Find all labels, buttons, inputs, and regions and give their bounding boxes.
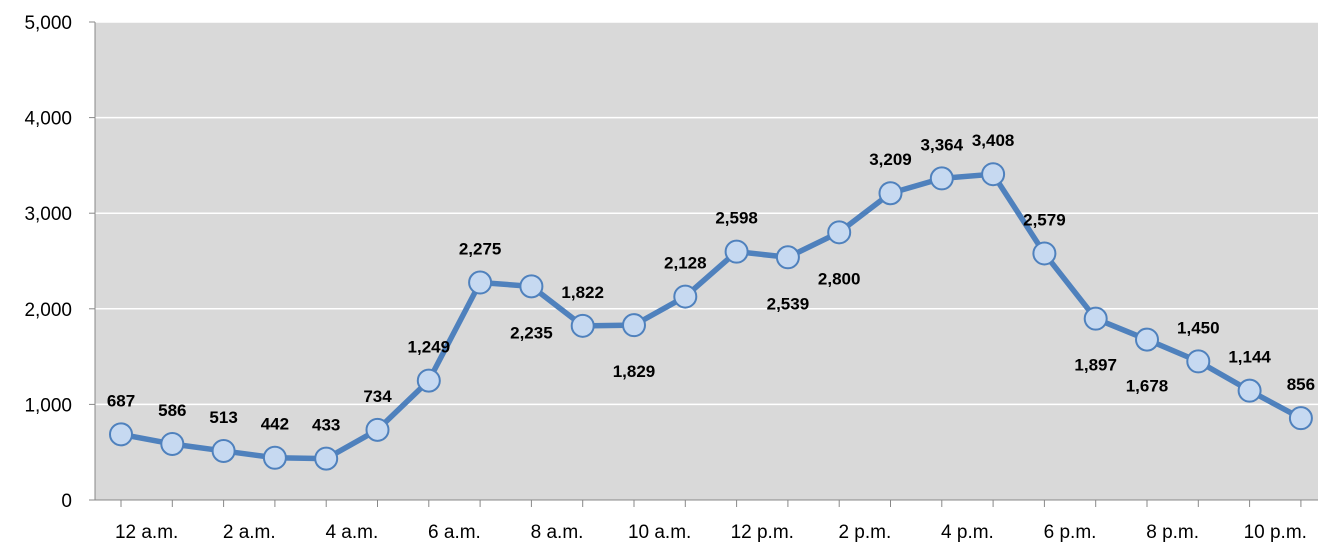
data-point [1288,406,1313,431]
data-label: 433 [312,416,340,435]
x-tick-label: 4 p.m. [941,522,994,543]
data-label: 2,539 [767,294,810,313]
data-point [673,284,698,309]
data-label: 856 [1287,375,1315,394]
data-point [262,445,287,470]
data-point [160,431,185,456]
y-tick-label: 1,000 [24,395,72,416]
data-label: 734 [363,387,392,406]
data-label: 1,678 [1126,377,1169,396]
data-label: 513 [209,408,237,427]
data-label: 3,209 [869,150,912,169]
data-point [622,313,646,338]
x-tick-label: 6 p.m. [1044,522,1097,543]
data-label: 2,275 [459,240,502,259]
y-tick-label: 2,000 [24,300,72,321]
data-point [981,162,1006,187]
x-tick-label: 2 a.m. [223,522,276,543]
x-tick-label: 6 a.m. [428,522,481,543]
data-point [211,438,236,463]
data-label: 1,829 [613,362,656,381]
data-point [1135,327,1159,352]
data-point [1186,349,1211,374]
data-label: 442 [261,415,289,434]
y-tick-label: 3,000 [24,204,72,225]
data-point [1237,378,1262,403]
data-point [1032,241,1057,266]
gridlines [95,21,1318,406]
x-tick-label: 12 a.m. [115,522,178,543]
x-tick-label: 2 p.m. [838,522,891,543]
data-point [468,270,493,295]
data-point [314,446,339,471]
data-label: 2,800 [818,269,861,288]
data-point [878,181,903,206]
data-label: 1,822 [561,283,604,302]
data-label: 1,450 [1177,318,1220,337]
data-label: 2,128 [664,254,707,273]
data-label: 1,249 [408,338,451,357]
x-tick-label: 10 a.m. [628,522,691,543]
x-axis-tick-labels: 12 a.m. 2 a.m. 4 a.m. 6 a.m. 8 a.m. 10 a.m. 12… [115,522,1307,543]
data-point [775,245,800,270]
data-label: 586 [158,401,186,420]
data-point [724,239,749,264]
data-point [570,313,595,338]
x-tick-label: 8 a.m. [531,522,584,543]
x-tick-label: 8 p.m. [1146,522,1199,543]
y-tick-label: 4,000 [24,109,72,130]
data-label: 2,235 [510,323,553,342]
data-label: 687 [107,391,135,410]
y-tick-label: 0 [61,491,72,512]
data-label: 2,579 [1023,210,1066,229]
y-axis-tick-labels: 0 1,000 2,000 3,000 4,000 5,000 [24,13,72,512]
axes [89,21,1318,507]
data-labels: 687 586 513 442 433 734 1,249 2,275 2,235 1,822 1,… [107,131,1315,434]
data-label: 3,364 [921,135,964,154]
data-point [416,368,441,393]
data-label: 1,144 [1228,348,1271,367]
x-tick-label: 10 p.m. [1244,522,1307,543]
data-point [1083,306,1108,331]
x-tick-label: 12 p.m. [731,522,794,543]
data-label: 2,598 [715,209,758,228]
data-label: 1,897 [1074,356,1117,375]
plot-area [95,22,1318,500]
data-label: 3,408 [972,131,1015,150]
data-points [109,162,1313,471]
data-point [519,274,544,299]
data-point [929,166,954,191]
data-point [109,422,133,447]
x-tick-label: 4 a.m. [325,522,378,543]
data-point [365,417,390,442]
y-tick-label: 5,000 [24,13,72,34]
data-point [827,220,852,245]
